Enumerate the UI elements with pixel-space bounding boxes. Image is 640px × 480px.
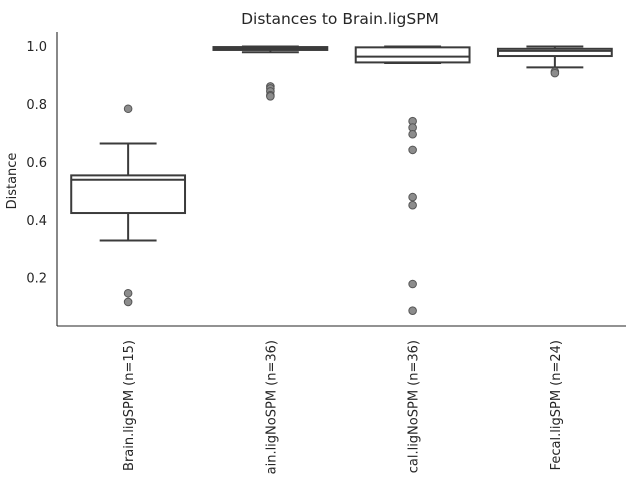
x-tick-label: ain.ligNoSPM (n=36) — [264, 340, 279, 474]
plot-area: 0.2 0.4 0.6 0.8 1.0 Brain.ligSPM (n=15) ain.li… — [26, 32, 626, 474]
y-axis-label: Distance — [5, 153, 20, 210]
outlier-point — [408, 192, 417, 202]
y-tick-label: 0.6 — [26, 156, 47, 171]
outlier-point — [123, 288, 133, 298]
outlier-point — [550, 68, 560, 78]
y-tick-label: 0.4 — [26, 214, 47, 229]
outlier-point — [123, 104, 133, 114]
outlier-point — [408, 279, 417, 289]
x-tick-label: Brain.ligSPM (n=15) — [122, 340, 137, 471]
y-tick-label: 0.2 — [26, 272, 47, 287]
y-tick-label: 0.8 — [26, 98, 47, 113]
box-iqr — [354, 46, 471, 64]
box-iqr — [496, 47, 613, 58]
outlier-point — [266, 92, 275, 101]
outlier-point — [123, 297, 133, 307]
box-iqr — [70, 174, 187, 215]
x-tick-label: cal.ligNoSPM (n=36) — [407, 340, 422, 473]
outlier-point — [408, 306, 417, 315]
outlier-point — [408, 200, 417, 210]
chart-title: Distances to Brain.ligSPM — [241, 10, 439, 28]
x-tick-label: Fecal.ligSPM (n=24) — [549, 340, 564, 470]
outlier-point — [408, 129, 417, 139]
outlier-point — [408, 145, 417, 155]
y-tick-label: 1.0 — [26, 40, 47, 55]
